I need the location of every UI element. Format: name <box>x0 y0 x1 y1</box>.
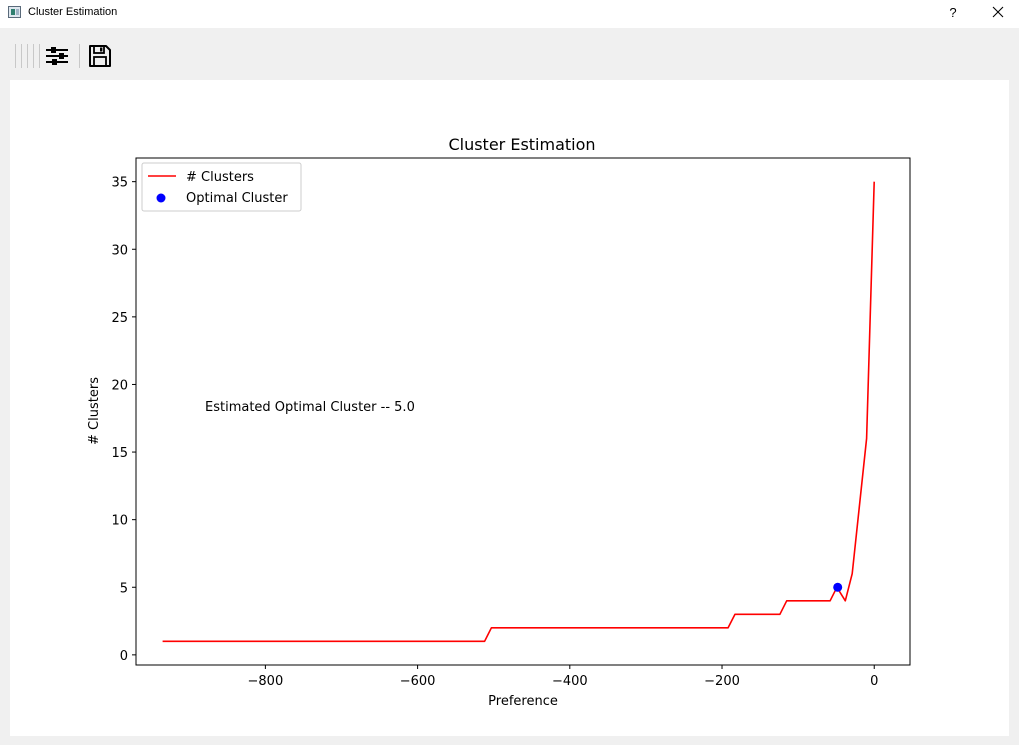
save-button[interactable] <box>86 42 114 70</box>
y-tick-label: 30 <box>111 243 128 258</box>
help-button[interactable]: ? <box>949 5 957 20</box>
toolbar-grip <box>21 44 22 68</box>
configure-subplots-button[interactable] <box>43 42 71 70</box>
chart-title: Cluster Estimation <box>448 135 595 154</box>
x-tick-label: −200 <box>704 674 740 689</box>
close-button[interactable] <box>984 0 1012 28</box>
legend: # Clusters Optimal Cluster <box>141 162 302 212</box>
cluster-chart[interactable]: Cluster Estimation −800 −600 −400 −200 0 0 5 10… <box>10 80 1009 736</box>
toolbar-separator <box>79 44 80 68</box>
x-axis-label: Preference <box>488 694 558 709</box>
y-tick-label: 35 <box>111 176 128 191</box>
legend-label-optimal: Optimal Cluster <box>186 191 288 206</box>
app-icon <box>8 6 21 18</box>
toolbar-grip <box>39 44 40 68</box>
y-tick-label: 0 <box>120 649 128 664</box>
y-tick-label: 25 <box>111 311 128 326</box>
toolbar-grip[interactable] <box>15 44 16 68</box>
chart-annotation: Estimated Optimal Cluster -- 5.0 <box>205 400 415 415</box>
close-icon <box>992 6 1004 18</box>
title-bar: Cluster Estimation ? <box>0 0 1019 28</box>
plot-area <box>135 157 911 666</box>
clusters-line <box>162 181 875 643</box>
y-tick-label: 15 <box>111 446 128 461</box>
toolbar-grip <box>33 44 34 68</box>
toolbar <box>0 28 1019 80</box>
toolbar-grip <box>27 44 28 68</box>
y-tick-label: 5 <box>120 581 128 596</box>
x-tick-label: 0 <box>870 674 878 689</box>
optimal-cluster-point <box>833 582 843 592</box>
window-title: Cluster Estimation <box>28 6 118 18</box>
y-tick-label: 10 <box>111 514 128 529</box>
legend-label-clusters: # Clusters <box>186 170 254 185</box>
sliders-icon <box>46 47 68 65</box>
y-tick-label: 20 <box>111 378 128 393</box>
x-tick-label: −800 <box>248 674 284 689</box>
x-tick-label: −400 <box>552 674 588 689</box>
figure-canvas[interactable]: Cluster Estimation −800 −600 −400 −200 0 0 5 10… <box>10 80 1009 736</box>
legend-marker-swatch <box>156 193 166 203</box>
x-tick-label: −600 <box>400 674 436 689</box>
y-axis-label: # Clusters <box>87 377 102 445</box>
floppy-disk-icon <box>89 45 111 67</box>
